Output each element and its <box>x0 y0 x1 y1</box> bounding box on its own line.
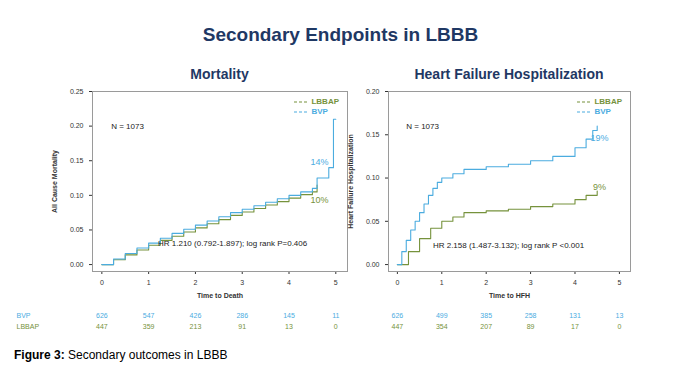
svg-text:17: 17 <box>571 323 579 330</box>
html-text:BVP: BVP <box>594 107 611 116</box>
svg-text:91: 91 <box>238 323 246 330</box>
svg-text:89: 89 <box>527 323 535 330</box>
svg-text:0: 0 <box>395 279 399 286</box>
svg-text:4: 4 <box>573 279 577 286</box>
svg-text:3: 3 <box>240 279 244 286</box>
svg-text:499: 499 <box>436 312 448 319</box>
svg-text:0: 0 <box>617 323 621 330</box>
svg-text:0.15: 0.15 <box>70 157 84 164</box>
svg-text:0.20: 0.20 <box>70 122 84 129</box>
svg-text:10%: 10% <box>310 195 328 205</box>
svg-text:447: 447 <box>392 323 404 330</box>
svg-text:Heart Failure Hospitalization: Heart Failure Hospitalization <box>347 134 355 229</box>
svg-text:11: 11 <box>332 312 339 319</box>
svg-text:0: 0 <box>334 323 338 330</box>
svg-text:N = 1073: N = 1073 <box>111 122 144 131</box>
svg-text:14%: 14% <box>310 157 328 167</box>
svg-text:626: 626 <box>96 312 108 319</box>
svg-text:145: 145 <box>283 312 295 319</box>
svg-text:0.10: 0.10 <box>366 174 380 181</box>
svg-text:0.15: 0.15 <box>366 131 380 138</box>
svg-text:19%: 19% <box>590 133 608 143</box>
svg-text:0.00: 0.00 <box>366 261 380 268</box>
svg-text:N = 1073: N = 1073 <box>406 122 439 131</box>
svg-text:0.25: 0.25 <box>70 88 84 95</box>
svg-text:BVP: BVP <box>17 312 31 319</box>
svg-text:385: 385 <box>480 312 492 319</box>
svg-text:359: 359 <box>143 323 155 330</box>
svg-text:0.10: 0.10 <box>70 192 84 199</box>
svg-text:258: 258 <box>525 312 537 319</box>
svg-text:1: 1 <box>147 279 151 286</box>
svg-text:All Cause Mortality: All Cause Mortality <box>51 150 59 213</box>
svg-text:0: 0 <box>100 279 104 286</box>
svg-text:9%: 9% <box>593 182 606 192</box>
svg-text:Time to Death: Time to Death <box>197 292 243 299</box>
svg-text:3: 3 <box>529 279 533 286</box>
svg-text:5: 5 <box>617 279 621 286</box>
svg-text:2: 2 <box>484 279 488 286</box>
svg-text:13: 13 <box>285 323 293 330</box>
svg-text:13: 13 <box>616 312 624 319</box>
svg-text:207: 207 <box>480 323 492 330</box>
svg-text:354: 354 <box>436 323 448 330</box>
html-text:LBBAP: LBBAP <box>311 97 339 106</box>
html-text:LBBAP: LBBAP <box>594 97 622 106</box>
html-text:Mortality: Mortality <box>190 66 249 82</box>
svg-text:131: 131 <box>569 312 581 319</box>
svg-text:5: 5 <box>334 279 338 286</box>
svg-text:1: 1 <box>440 279 444 286</box>
svg-text:426: 426 <box>190 312 202 319</box>
html-text:Figure 3: Secondary outcomes i: Figure 3: Secondary outcomes in LBBB <box>14 348 228 362</box>
svg-text:626: 626 <box>392 312 404 319</box>
svg-text:0.20: 0.20 <box>366 88 380 95</box>
html-text:Heart Failure Hospitalization: Heart Failure Hospitalization <box>414 66 604 82</box>
svg-text:4: 4 <box>287 279 291 286</box>
svg-text:0.05: 0.05 <box>70 226 84 233</box>
svg-text:Time to HFH: Time to HFH <box>489 292 530 299</box>
svg-text:HR 2.158 (1.487-3.132); log ra: HR 2.158 (1.487-3.132); log rank P <0.00… <box>433 241 585 250</box>
svg-text:2: 2 <box>193 279 197 286</box>
html-text:Secondary Endpoints in LBBB: Secondary Endpoints in LBBB <box>202 24 479 45</box>
svg-text:0.00: 0.00 <box>70 261 84 268</box>
svg-text:447: 447 <box>96 323 108 330</box>
svg-text:286: 286 <box>236 312 248 319</box>
svg-text:HR 1.210 (0.792-1.897); log ra: HR 1.210 (0.792-1.897); log rank P=0.406 <box>158 239 308 248</box>
svg-text:LBBAP: LBBAP <box>17 323 40 330</box>
svg-text:0.05: 0.05 <box>366 218 380 225</box>
html-text:BVP: BVP <box>311 107 328 116</box>
svg-text:213: 213 <box>190 323 202 330</box>
svg-text:547: 547 <box>143 312 155 319</box>
